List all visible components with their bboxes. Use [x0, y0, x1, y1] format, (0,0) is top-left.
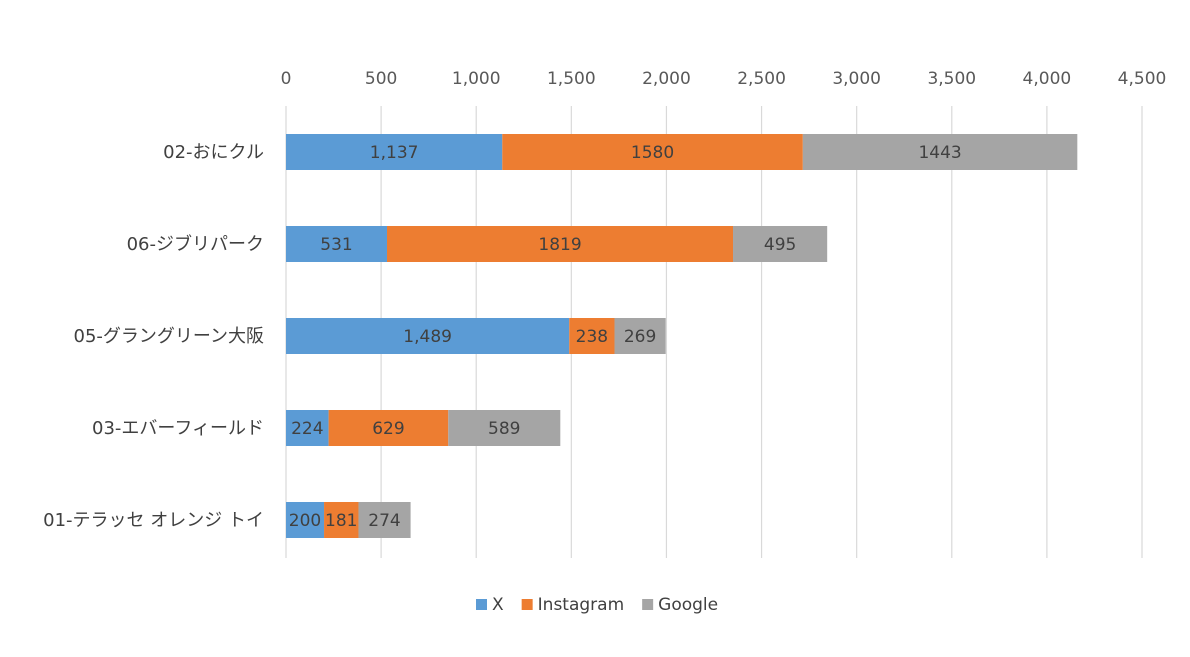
legend-swatch: [476, 599, 487, 610]
legend: X Instagram Google: [476, 595, 718, 615]
data-label: 200: [289, 511, 321, 531]
x-tick-label: 2,500: [737, 69, 786, 89]
bar-segment: [286, 410, 329, 446]
legend-swatch: [642, 599, 654, 610]
bar-segment: [733, 226, 828, 262]
bars: 1,137 1580 1443 531 1819 495 1,489 238 269 224 629…: [286, 134, 1078, 538]
bar-segment: [358, 502, 411, 538]
category-label: 02-おにクル: [163, 142, 264, 163]
category-labels: 02-おにクル 06-ジブリパーク 05-グラングリーン大阪 03-エバーフィールド 0…: [43, 142, 264, 531]
x-tick-label: 4,000: [1023, 69, 1072, 89]
x-tick-label: 1,000: [452, 69, 501, 89]
legend-label: X: [492, 595, 504, 615]
x-axis-tick-labels: 0 500 1,000 1,500 2,000 2,500 3,000 3,500 4,000 4…: [281, 69, 1167, 89]
category-label: 06-ジブリパーク: [127, 233, 264, 255]
data-label: 1819: [538, 235, 581, 255]
bar-segment: [614, 318, 666, 354]
x-tick-label: 3,000: [832, 69, 881, 89]
data-label: 589: [488, 419, 520, 439]
data-label: 1443: [918, 143, 961, 163]
data-label: 1,489: [403, 327, 452, 347]
bar-segment: [448, 410, 561, 446]
bar-segment: [802, 134, 1078, 170]
data-label: 224: [291, 419, 323, 439]
category-label: 05-グラングリーン大阪: [74, 326, 265, 347]
data-label: 531: [320, 235, 352, 255]
bar-segment: [286, 134, 503, 170]
data-label: 269: [624, 327, 656, 347]
legend-label: Google: [658, 595, 718, 615]
bar-segment: [328, 410, 449, 446]
x-tick-label: 2,000: [642, 69, 691, 89]
x-tick-label: 3,500: [927, 69, 976, 89]
bar-segment: [387, 226, 734, 262]
bar-segment: [286, 226, 388, 262]
x-tick-label: 500: [365, 69, 397, 89]
data-label: 1580: [631, 143, 674, 163]
bar-segment: [569, 318, 615, 354]
bar-segment: [324, 502, 359, 538]
data-label: 1,137: [370, 143, 419, 163]
gridlines: [285, 106, 1143, 558]
bar-segment: [502, 134, 803, 170]
data-label: 495: [764, 235, 796, 255]
category-label: 03-エバーフィールド: [92, 418, 264, 439]
bar-segment: [286, 502, 325, 538]
x-tick-label: 4,500: [1118, 69, 1167, 89]
bar-segment: [286, 318, 570, 354]
category-label: 01-テラッセ オレンジ トイ: [43, 510, 264, 531]
data-label: 274: [368, 511, 400, 531]
legend-swatch: [521, 599, 533, 610]
x-tick-label: 0: [281, 69, 292, 89]
x-tick-label: 1,500: [547, 69, 596, 89]
legend-label: Instagram: [538, 595, 625, 615]
data-label: 238: [576, 327, 608, 347]
data-label: 181: [325, 511, 357, 531]
data-label: 629: [372, 419, 404, 439]
